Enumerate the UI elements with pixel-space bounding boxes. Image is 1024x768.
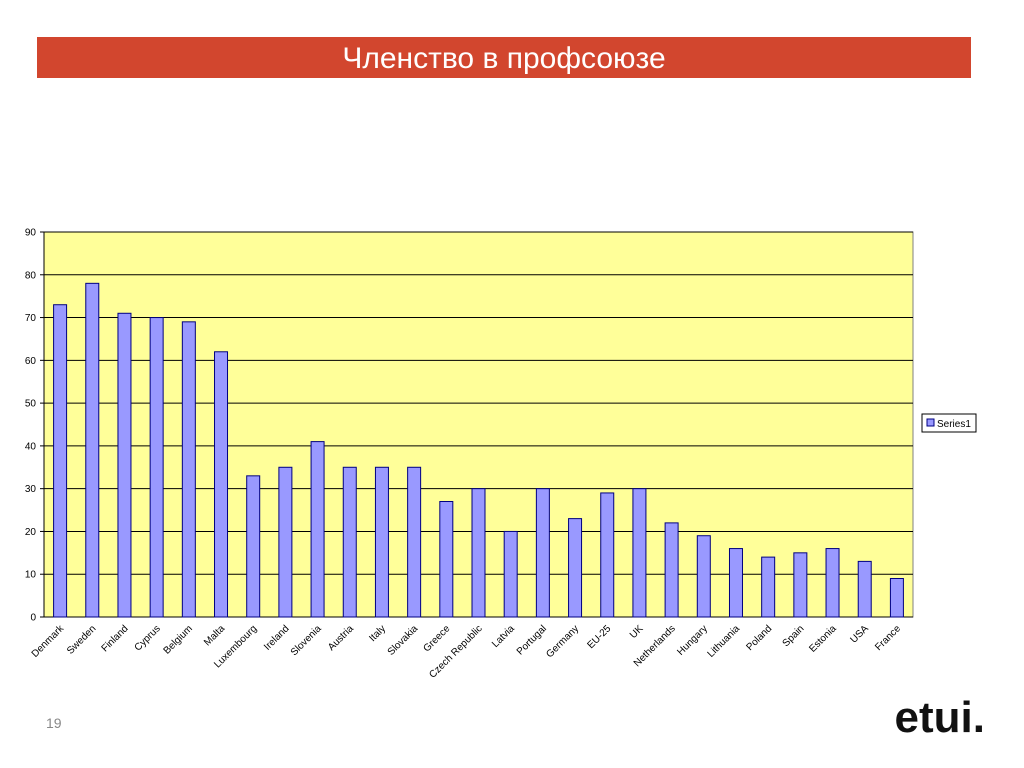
y-tick-label: 50 <box>25 399 37 410</box>
logo: etui. <box>895 693 985 742</box>
y-tick-label: 80 <box>25 270 37 281</box>
x-tick-label: UK <box>628 623 646 641</box>
bar <box>664 522 679 618</box>
x-tick-label: Lithuania <box>706 623 743 660</box>
bar <box>761 556 776 618</box>
bar <box>53 304 68 618</box>
y-tick-label: 10 <box>25 570 37 581</box>
bar <box>439 501 454 618</box>
bar <box>214 351 229 618</box>
x-tick-label: France <box>873 623 903 653</box>
bar <box>181 321 196 618</box>
y-tick-label: 30 <box>25 484 37 495</box>
x-tick-label: Greece <box>421 623 452 654</box>
bar <box>246 475 261 618</box>
y-tick-label: 90 <box>25 228 37 239</box>
bar <box>503 530 518 618</box>
title-bar <box>37 37 971 78</box>
x-tick-label: Belgium <box>162 623 195 656</box>
x-tick-label: Slovenia <box>289 623 324 658</box>
bar <box>374 466 389 618</box>
bar <box>632 488 647 618</box>
bar <box>600 492 615 618</box>
x-tick-label: Denmark <box>30 623 67 660</box>
bar <box>568 518 583 618</box>
x-tick-label: Ireland <box>262 623 291 652</box>
x-tick-label: Austria <box>326 623 356 653</box>
x-tick-label: Malta <box>202 623 227 648</box>
x-tick-label: Estonia <box>807 623 839 655</box>
legend-label: Series1 <box>937 419 971 430</box>
chart-title: Членство в профсоюзе <box>342 42 665 75</box>
x-tick-label: Germany <box>544 623 581 660</box>
bar <box>149 317 164 618</box>
x-tick-label: Slovakia <box>386 623 421 658</box>
bar <box>407 466 422 618</box>
bar <box>857 560 872 618</box>
x-tick-label: Latvia <box>490 623 517 650</box>
bar <box>310 441 325 618</box>
x-tick-label: Hungary <box>675 623 710 658</box>
bar <box>696 535 711 618</box>
bar <box>728 548 743 618</box>
x-tick-label: EU-25 <box>586 623 614 651</box>
legend-swatch <box>926 418 935 427</box>
bar <box>535 488 550 618</box>
y-tick-label: 0 <box>30 613 36 624</box>
page-number: 19 <box>46 715 62 731</box>
x-tick-label: Finland <box>100 623 131 654</box>
x-tick-label: Spain <box>781 623 807 649</box>
x-tick-label: Cyprus <box>133 623 163 653</box>
bar <box>793 552 808 618</box>
bar <box>471 488 486 618</box>
x-tick-label: Poland <box>744 623 774 653</box>
x-tick-label: Sweden <box>65 623 98 656</box>
bar <box>278 466 293 618</box>
bar <box>889 578 904 618</box>
bar <box>117 312 132 618</box>
x-tick-label: USA <box>849 623 872 646</box>
x-tick-label: Italy <box>367 623 388 644</box>
legend-box <box>921 413 977 433</box>
bar <box>85 282 100 618</box>
bar <box>342 466 357 618</box>
y-tick-label: 70 <box>25 313 37 324</box>
y-tick-label: 60 <box>25 356 37 367</box>
bar <box>825 548 840 618</box>
y-tick-label: 40 <box>25 441 37 452</box>
y-tick-label: 20 <box>25 527 37 538</box>
